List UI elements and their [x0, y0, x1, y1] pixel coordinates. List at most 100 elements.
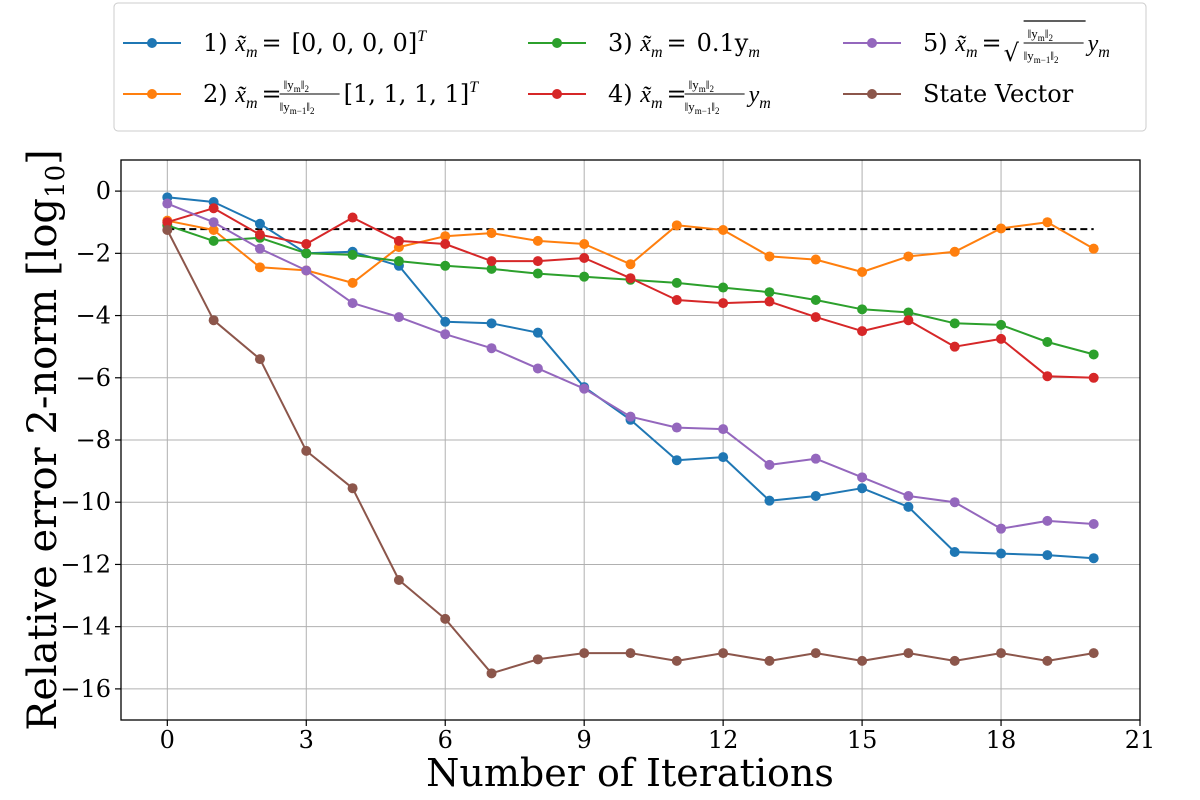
legend-frac-denominator: ‖ym−1‖2 [280, 99, 315, 116]
legend-lhs: x̃ [639, 82, 652, 108]
legend-swatch-marker [147, 38, 157, 48]
legend-frac-part: ‖ [301, 77, 305, 92]
data-point [671, 455, 682, 466]
x-tick-label: 3 [299, 726, 314, 754]
legend-rhs-superscript: T [417, 28, 427, 45]
x-axis-title: Number of Iterations [426, 751, 834, 795]
legend-label: 3) x̃m = 0.1ym [608, 29, 760, 61]
legend-frac-part: ‖y [689, 77, 700, 92]
legend-entry-4: 4) x̃m = ‖ym‖2‖ym−1‖2ym [528, 77, 771, 116]
data-point [718, 648, 729, 659]
data-point [254, 229, 265, 240]
data-point [532, 327, 543, 338]
legend-frac-part: m [1038, 33, 1045, 43]
data-point [764, 459, 775, 470]
data-point [810, 491, 821, 501]
data-point [162, 217, 173, 228]
legend: 1) x̃m = [0, 0, 0, 0]T2) x̃m = ‖ym‖2‖ym−1‖2[… [113, 2, 1147, 132]
legend-lhs: x̃ [639, 31, 652, 57]
y-tick-label: −4 [76, 302, 111, 330]
data-point [764, 287, 775, 298]
legend-space [228, 29, 236, 57]
legend-frac-part: ‖ [306, 99, 310, 114]
y-tick-label: −10 [60, 488, 111, 516]
x-tick-label: 18 [986, 726, 1017, 754]
x-tick-label: 9 [577, 726, 592, 754]
plot-area: 0 3 6 9 12 15 18 21 0 −2 −4 −6 −8 −10 −12 −14 −16 [60, 159, 1155, 754]
legend-frac-part: ‖y [685, 99, 696, 114]
y-axis-title-subscript: 10 [41, 165, 71, 198]
legend-frac-part: ‖ [1045, 26, 1049, 41]
data-point [440, 329, 451, 340]
legend-frac-denominator: ‖ym−1‖2 [685, 99, 720, 116]
data-point [440, 231, 451, 242]
data-point [254, 354, 265, 365]
data-point [810, 648, 821, 659]
series-group [162, 192, 1099, 679]
legend-rhs: [0, 0, 0, 0] [292, 29, 418, 57]
data-point [486, 228, 497, 239]
legend-number: 2) [203, 80, 228, 108]
legend-swatch-marker [147, 89, 157, 99]
legend-lhs: x̃ [234, 82, 247, 108]
data-point [996, 648, 1007, 659]
data-point [208, 225, 219, 235]
data-point [1088, 648, 1099, 659]
data-point [949, 246, 960, 257]
legend-rhs-main: y [1086, 31, 1099, 57]
legend-frac-numerator: ‖ym‖2 [1028, 26, 1053, 43]
legend-frac-part: m−1 [290, 106, 307, 116]
legend-swatch-marker [552, 38, 562, 48]
data-point [162, 198, 173, 209]
x-tick-label: 0 [160, 726, 175, 754]
data-point [810, 453, 821, 464]
data-point [579, 239, 590, 249]
data-point [532, 654, 543, 665]
data-point [764, 495, 775, 506]
data-point [996, 523, 1007, 534]
legend-entry-5: 5) x̃m = √‖ym‖2‖ym−1‖2ym [843, 20, 1110, 67]
legend-label: State Vector [923, 80, 1074, 108]
data-point [579, 383, 590, 394]
legend-frac-part: m−1 [695, 106, 712, 116]
y-axis-title-main: Relative error 2-norm [log [20, 198, 66, 731]
data-point [208, 315, 219, 326]
legend-frame [113, 2, 1147, 132]
series-5 [162, 198, 1099, 534]
data-point [440, 316, 451, 327]
legend-frac-part: 2 [304, 84, 309, 94]
data-point [625, 411, 636, 422]
data-point [486, 668, 497, 679]
legend-frac-denominator: ‖ym−1‖2 [1024, 48, 1059, 65]
legend-rhs: [1, 1, 1, 1]T [344, 79, 480, 108]
legend-rhs-subscript: m [1098, 44, 1110, 61]
data-point [625, 259, 636, 270]
data-point [764, 251, 775, 262]
data-point [903, 307, 914, 318]
legend-rhs-subscript: m [759, 95, 771, 112]
legend-number: 5) [923, 29, 948, 57]
legend-equals: = [667, 80, 687, 108]
data-point [1088, 372, 1099, 383]
data-point [625, 273, 636, 284]
data-point [903, 491, 914, 501]
data-point [393, 235, 404, 246]
data-point [1042, 515, 1053, 526]
data-point [486, 318, 497, 329]
y-tick-label: −8 [76, 426, 111, 454]
data-point [254, 262, 265, 273]
y-tick-label: 0 [96, 177, 111, 205]
data-point [1088, 519, 1099, 529]
data-point [810, 295, 821, 305]
data-point [903, 648, 914, 659]
legend-rhs: ym [1086, 31, 1110, 61]
x-tick-label: 6 [438, 726, 453, 754]
data-point [532, 268, 543, 279]
legend-space [633, 29, 641, 57]
data-point [301, 445, 312, 456]
legend-rhs-main: [1, 1, 1, 1] [344, 80, 470, 108]
data-point [671, 422, 682, 433]
data-point [996, 333, 1007, 344]
